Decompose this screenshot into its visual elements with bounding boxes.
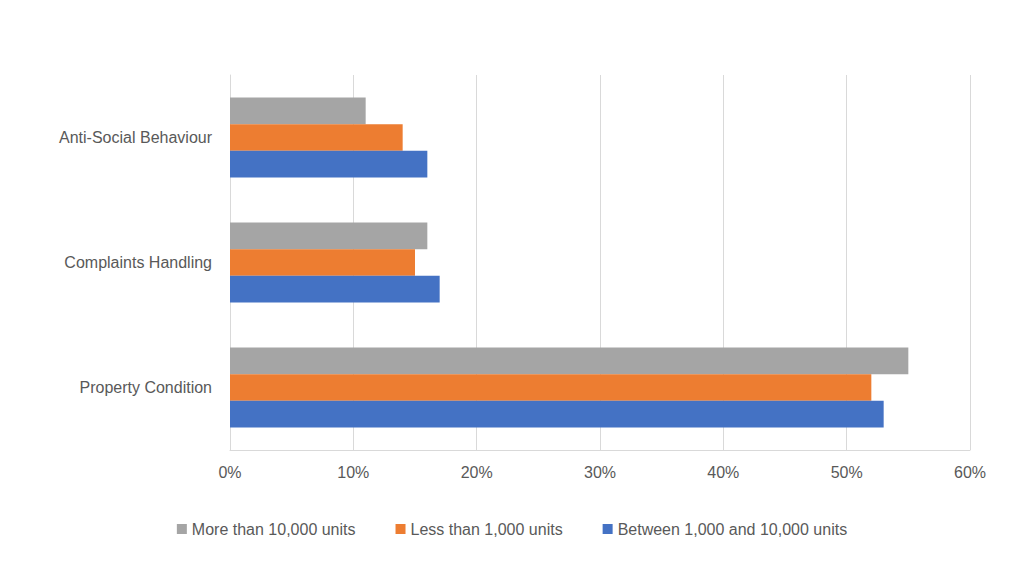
svg-text:Complaints Handling: Complaints Handling xyxy=(64,254,212,271)
svg-text:0%: 0% xyxy=(218,464,241,481)
svg-text:Less than 1,000 units: Less than 1,000 units xyxy=(411,521,563,538)
svg-text:20%: 20% xyxy=(461,464,493,481)
svg-text:50%: 50% xyxy=(831,464,863,481)
svg-text:10%: 10% xyxy=(337,464,369,481)
svg-text:Property Condition: Property Condition xyxy=(79,379,212,396)
svg-text:Anti-Social Behaviour: Anti-Social Behaviour xyxy=(59,129,213,146)
svg-text:More than 10,000 units: More than 10,000 units xyxy=(192,521,356,538)
svg-text:40%: 40% xyxy=(707,464,739,481)
svg-text:30%: 30% xyxy=(584,464,616,481)
svg-text:60%: 60% xyxy=(954,464,986,481)
svg-text:Between 1,000 and 10,000 units: Between 1,000 and 10,000 units xyxy=(618,521,848,538)
